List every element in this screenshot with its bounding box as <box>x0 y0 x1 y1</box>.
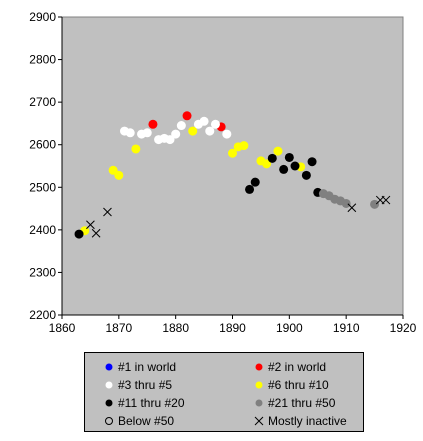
legend-item: #21 thru #50 <box>253 395 335 411</box>
data-point <box>148 119 158 129</box>
data-point <box>165 135 175 145</box>
data-point <box>114 170 124 180</box>
data-point-x <box>347 203 357 213</box>
y-tick-label: 2700 <box>29 95 56 109</box>
legend-marker <box>103 361 115 373</box>
data-point <box>301 170 311 180</box>
data-point <box>228 148 237 158</box>
data-point <box>273 146 283 156</box>
data-point <box>199 116 209 126</box>
y-tick-label: 2600 <box>29 138 56 152</box>
y-tick-label: 2500 <box>29 180 56 194</box>
legend-item: #11 thru #20 <box>103 395 185 411</box>
legend-label: #1 in world <box>118 360 177 374</box>
data-point <box>176 121 186 131</box>
data-point-x <box>91 228 101 238</box>
x-tick-label: 1880 <box>162 321 189 335</box>
legend-label: #21 thru #50 <box>268 396 336 410</box>
legend-label: Mostly inactive <box>268 414 347 428</box>
data-point <box>239 141 249 151</box>
legend-marker <box>103 415 115 427</box>
y-tick-label: 2800 <box>29 53 56 67</box>
legend-marker <box>253 361 265 373</box>
legend-label: Below #50 <box>118 414 175 428</box>
x-tick-label: 1860 <box>49 321 76 335</box>
data-point <box>131 144 141 154</box>
legend-item: #3 thru #5 <box>103 377 172 393</box>
data-point <box>222 129 232 139</box>
legend-marker <box>253 379 265 391</box>
data-point <box>262 159 272 169</box>
data-point <box>279 164 289 174</box>
data-point <box>182 111 192 121</box>
y-tick-label: 2300 <box>29 265 56 279</box>
x-tick-label: 1900 <box>276 321 303 335</box>
legend: #1 in world #2 in world #3 thru #5 #6 thru … <box>84 352 364 432</box>
legend-label: #2 in world <box>268 360 327 374</box>
y-tick-label: 2200 <box>29 308 56 322</box>
data-point <box>142 128 152 138</box>
x-tick-label: 1920 <box>390 321 417 335</box>
x-tick-label: 1890 <box>219 321 246 335</box>
legend-item: Mostly inactive <box>253 413 347 429</box>
legend-label: #3 thru #5 <box>118 378 173 392</box>
legend-marker <box>253 415 265 427</box>
plot-area <box>61 16 404 316</box>
data-point-x <box>381 195 391 205</box>
x-axis-ticks: 1860 1870 1880 1890 1900 1910 1920 <box>49 315 417 335</box>
data-point <box>341 198 351 208</box>
legend-label: #6 thru #10 <box>268 378 329 392</box>
x-tick-label: 1910 <box>333 321 360 335</box>
data-point <box>307 157 317 167</box>
y-tick-label: 2400 <box>29 223 56 237</box>
data-point <box>370 199 380 209</box>
y-axis-ticks: 2200 2300 2400 2500 2600 2700 2800 2900 <box>29 10 62 322</box>
legend-label: #11 thru #20 <box>118 396 185 410</box>
data-point <box>188 126 198 136</box>
data-point <box>125 128 135 138</box>
data-points <box>74 111 391 239</box>
data-point <box>250 177 260 187</box>
data-point <box>290 161 300 171</box>
legend-marker <box>103 379 115 391</box>
data-point <box>245 184 255 194</box>
legend-item: #2 in world <box>253 359 326 375</box>
data-point-x <box>103 207 112 217</box>
data-point <box>284 152 294 162</box>
legend-marker <box>253 397 265 409</box>
data-point <box>267 153 277 163</box>
x-tick-label: 1870 <box>105 321 132 335</box>
data-point <box>210 119 220 129</box>
legend-marker <box>103 397 115 409</box>
y-tick-label: 2900 <box>29 10 56 24</box>
data-point <box>74 229 84 239</box>
legend-item: Below #50 <box>103 413 174 429</box>
legend-item: #6 thru #10 <box>253 377 329 393</box>
data-point-x <box>86 220 95 230</box>
chart-canvas: 1860 1870 1880 1890 1900 1910 1920 2200 2300 240… <box>29 10 417 335</box>
data-point <box>171 129 181 139</box>
data-point <box>205 126 215 136</box>
legend-item: #1 in world <box>103 359 176 375</box>
